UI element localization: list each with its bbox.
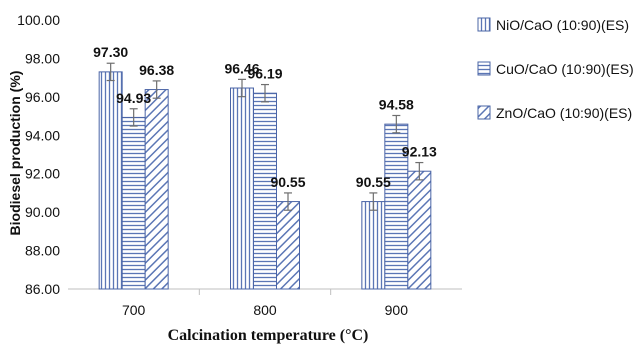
bar — [144, 89, 169, 290]
bar — [361, 201, 386, 290]
legend-swatch — [477, 17, 491, 32]
data-label: 92.13 — [402, 144, 437, 160]
data-label: 96.38 — [139, 62, 174, 78]
data-label: 90.55 — [356, 174, 391, 190]
legend-label: NiO/CaO (10:90)(ES) — [496, 17, 629, 33]
data-label: 90.55 — [270, 174, 305, 190]
y-tick-label: 100.00 — [17, 12, 60, 28]
x-tick-label: 800 — [253, 302, 277, 318]
y-tick-label: 92.00 — [25, 166, 60, 182]
y-tick-label: 96.00 — [25, 89, 60, 105]
bar — [230, 87, 254, 290]
y-tick-label: 88.00 — [25, 243, 60, 259]
x-axis: 700 800 900 — [68, 288, 462, 318]
data-label: 96.19 — [247, 66, 282, 82]
y-axis: 86.00 88.00 90.00 92.00 94.00 96.00 98.00 100.0… — [17, 12, 60, 297]
y-tick-label: 90.00 — [25, 204, 60, 220]
data-label: 96.46 — [224, 60, 259, 76]
bar — [253, 92, 277, 290]
legend-label: ZnO/CaO (10:90)(ES) — [496, 105, 632, 121]
x-axis-title: Calcination temperature (°C) — [168, 327, 369, 344]
data-label: 94.58 — [379, 96, 414, 112]
y-tick-label: 98.00 — [25, 50, 60, 66]
legend-swatch — [477, 61, 491, 76]
legend-label: CuO/CaO (10:90)(ES) — [496, 61, 634, 77]
y-axis-title: Biodiesel production (%) — [7, 71, 23, 236]
data-label: 97.30 — [93, 44, 128, 60]
data-label: 94.93 — [116, 90, 151, 106]
legend-swatch — [477, 105, 491, 120]
y-tick-label: 94.00 — [25, 127, 60, 143]
bar — [121, 116, 146, 290]
bar-series-group — [98, 62, 432, 290]
x-tick-label: 900 — [385, 302, 409, 318]
bar — [276, 201, 300, 290]
legend: NiO/CaO (10:90)(ES) CuO/CaO (10:90)(ES) Zn… — [477, 17, 634, 121]
x-tick-label: 700 — [122, 302, 146, 318]
bar — [407, 170, 432, 290]
y-tick-label: 86.00 — [25, 281, 60, 297]
